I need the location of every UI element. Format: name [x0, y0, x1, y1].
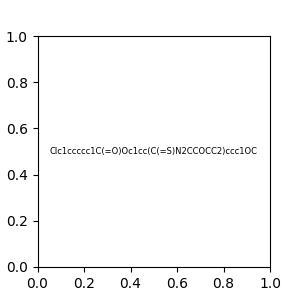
Text: Clc1ccccc1C(=O)Oc1cc(C(=S)N2CCOCC2)ccc1OC: Clc1ccccc1C(=O)Oc1cc(C(=S)N2CCOCC2)ccc1O… [50, 147, 258, 156]
